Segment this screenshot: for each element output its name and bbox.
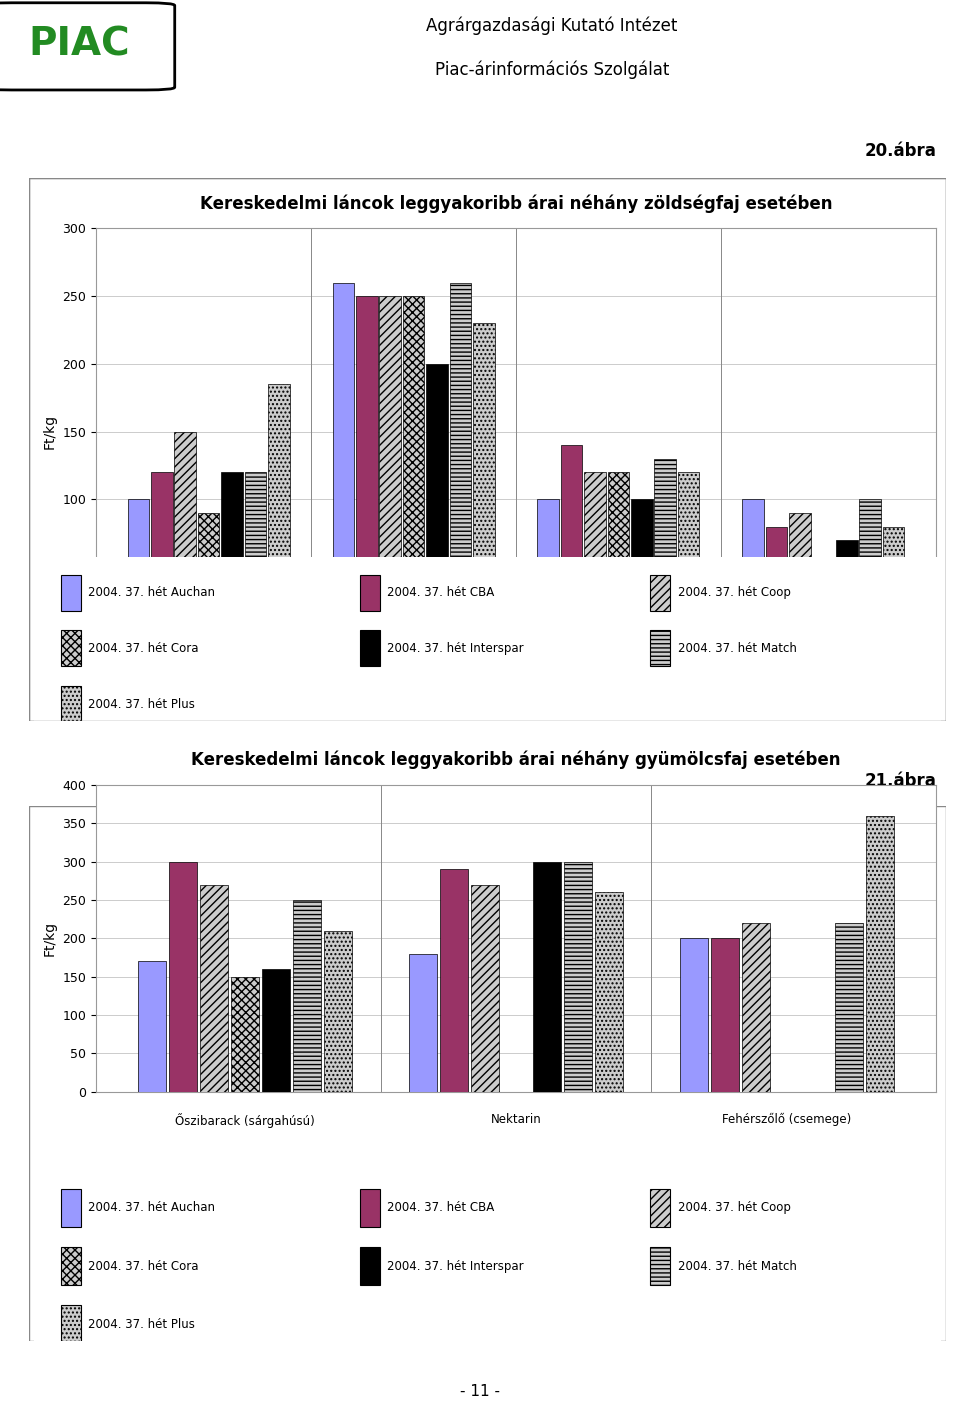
Text: Vöröshagyma: Vöröshagyma bbox=[783, 684, 863, 696]
Bar bbox=[710, 939, 739, 1092]
FancyBboxPatch shape bbox=[651, 1189, 670, 1227]
Bar bbox=[403, 297, 424, 635]
FancyBboxPatch shape bbox=[651, 1247, 670, 1284]
Bar bbox=[561, 445, 583, 635]
Text: Kígyóuborka: Kígyóuborka bbox=[376, 665, 450, 678]
Y-axis label: Ft/kg: Ft/kg bbox=[43, 414, 57, 450]
FancyBboxPatch shape bbox=[360, 1189, 380, 1227]
Text: Gömb: Gömb bbox=[191, 665, 227, 678]
Text: - 11 -: - 11 - bbox=[460, 1384, 500, 1398]
Bar bbox=[198, 514, 220, 635]
Bar bbox=[268, 384, 290, 635]
Bar bbox=[742, 499, 764, 635]
Text: Barna héjú: Barna héjú bbox=[791, 665, 855, 678]
Text: 2004. 37. hét Cora: 2004. 37. hét Cora bbox=[88, 642, 199, 655]
Bar bbox=[473, 323, 494, 635]
Bar bbox=[859, 499, 881, 635]
Bar bbox=[379, 297, 401, 635]
Bar bbox=[470, 885, 499, 1092]
Text: 20.ábra: 20.ábra bbox=[864, 141, 936, 160]
Bar bbox=[742, 923, 770, 1092]
Bar bbox=[834, 923, 863, 1092]
Text: Uborka: Uborka bbox=[393, 684, 435, 696]
Bar bbox=[866, 816, 894, 1092]
Text: 2004. 37. hét Plus: 2004. 37. hét Plus bbox=[88, 698, 195, 711]
Text: Őszibarack (sárgahúsú): Őszibarack (sárgahúsú) bbox=[175, 1113, 315, 1127]
FancyBboxPatch shape bbox=[60, 631, 81, 666]
FancyBboxPatch shape bbox=[360, 1247, 380, 1284]
Text: 2004. 37. hét Auchan: 2004. 37. hét Auchan bbox=[88, 586, 215, 599]
Bar bbox=[440, 869, 468, 1092]
Text: Fehérszőlő (csemege): Fehérszőlő (csemege) bbox=[722, 1113, 852, 1126]
FancyBboxPatch shape bbox=[60, 1247, 81, 1284]
FancyBboxPatch shape bbox=[360, 631, 380, 666]
Y-axis label: Ft/kg: Ft/kg bbox=[43, 920, 57, 956]
Bar bbox=[151, 472, 173, 635]
Bar bbox=[585, 472, 606, 635]
Bar bbox=[680, 939, 708, 1092]
Bar bbox=[222, 472, 243, 635]
Bar bbox=[883, 527, 904, 635]
Bar bbox=[169, 862, 198, 1092]
Bar bbox=[538, 499, 559, 635]
Bar bbox=[128, 499, 149, 635]
FancyBboxPatch shape bbox=[60, 686, 81, 722]
Text: 2004. 37. hét CBA: 2004. 37. hét CBA bbox=[388, 586, 494, 599]
Bar bbox=[449, 283, 471, 635]
Bar bbox=[293, 900, 322, 1092]
Bar bbox=[678, 472, 700, 635]
FancyBboxPatch shape bbox=[651, 575, 670, 611]
Bar bbox=[789, 514, 810, 635]
Bar bbox=[766, 527, 787, 635]
Title: Kereskedelmi láncok leggyakoribb árai néhány zöldségfaj esetében: Kereskedelmi láncok leggyakoribb árai né… bbox=[200, 194, 832, 213]
FancyBboxPatch shape bbox=[60, 1306, 81, 1343]
Text: Nektarin: Nektarin bbox=[491, 1113, 541, 1126]
Bar bbox=[245, 472, 266, 635]
Bar bbox=[409, 953, 438, 1092]
Text: 2004. 37. hét Coop: 2004. 37. hét Coop bbox=[678, 1202, 791, 1214]
Bar bbox=[426, 364, 447, 635]
Text: PIAC: PIAC bbox=[28, 26, 130, 64]
Text: 2004. 37. hét Match: 2004. 37. hét Match bbox=[678, 642, 797, 655]
Text: 2004. 37. hét Coop: 2004. 37. hét Coop bbox=[678, 586, 791, 599]
Text: 2004. 37. hét Interspar: 2004. 37. hét Interspar bbox=[388, 642, 524, 655]
FancyBboxPatch shape bbox=[651, 631, 670, 666]
Bar bbox=[356, 297, 377, 635]
Bar bbox=[175, 432, 196, 635]
Bar bbox=[332, 283, 354, 635]
Text: 2004. 37. hét CBA: 2004. 37. hét CBA bbox=[388, 1202, 494, 1214]
FancyBboxPatch shape bbox=[0, 3, 175, 90]
Bar bbox=[836, 541, 857, 635]
Bar bbox=[324, 930, 352, 1092]
Bar bbox=[533, 862, 562, 1092]
FancyBboxPatch shape bbox=[60, 575, 81, 611]
Text: 2004. 37. hét Auchan: 2004. 37. hét Auchan bbox=[88, 1202, 215, 1214]
Bar bbox=[200, 885, 228, 1092]
Bar bbox=[631, 499, 653, 635]
Bar bbox=[655, 459, 676, 635]
Bar bbox=[608, 472, 629, 635]
Text: Piac-árinformációs Szolgálat: Piac-árinformációs Szolgálat bbox=[435, 60, 669, 78]
Bar bbox=[230, 976, 259, 1092]
Text: Cukkini: Cukkini bbox=[596, 665, 640, 678]
Text: 2004. 37. hét Plus: 2004. 37. hét Plus bbox=[88, 1317, 195, 1331]
Text: Főzőtök: Főzőtök bbox=[596, 684, 641, 696]
Text: 2004. 37. hét Match: 2004. 37. hét Match bbox=[678, 1260, 797, 1273]
Text: Paradicsom: Paradicsom bbox=[175, 684, 243, 696]
Text: 21.ábra: 21.ábra bbox=[864, 772, 936, 791]
Text: Agrárgazdasági Kutató Intézet: Agrárgazdasági Kutató Intézet bbox=[426, 17, 678, 36]
FancyBboxPatch shape bbox=[60, 1189, 81, 1227]
Text: 2004. 37. hét Interspar: 2004. 37. hét Interspar bbox=[388, 1260, 524, 1273]
Bar bbox=[564, 862, 592, 1092]
Bar bbox=[594, 892, 623, 1092]
Title: Kereskedelmi láncok leggyakoribb árai néhány gyümölcsfaj esetében: Kereskedelmi láncok leggyakoribb árai né… bbox=[191, 751, 841, 769]
FancyBboxPatch shape bbox=[360, 575, 380, 611]
Text: 2004. 37. hét Cora: 2004. 37. hét Cora bbox=[88, 1260, 199, 1273]
Bar bbox=[262, 969, 290, 1092]
Bar bbox=[138, 962, 166, 1092]
